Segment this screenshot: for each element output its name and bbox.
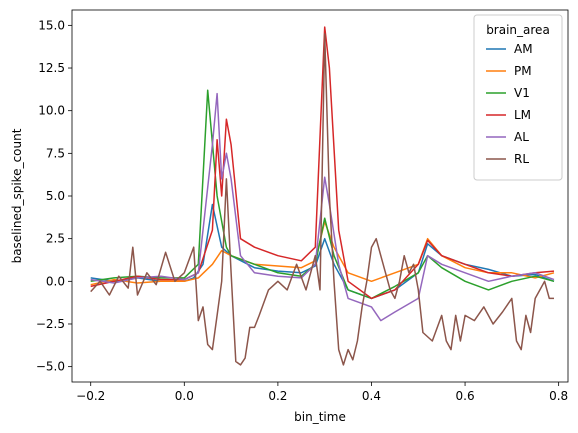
y-tick-label: 2.5 xyxy=(46,232,65,246)
legend-items: AM PM V1 LM AL RL xyxy=(486,42,533,166)
series-line-al xyxy=(90,92,555,322)
x-tick-label: 0.0 xyxy=(175,389,194,403)
x-tick-label: 0.6 xyxy=(456,389,475,403)
y-tick-label: 12.5 xyxy=(38,61,65,75)
legend-box xyxy=(473,14,563,181)
x-tick-label: 0.4 xyxy=(362,389,381,403)
y-tick-label: 10.0 xyxy=(38,104,65,118)
legend-label-am: AM xyxy=(514,42,533,56)
x-tick-label: 0.2 xyxy=(268,389,287,403)
y-tick-label: −5.0 xyxy=(36,360,65,374)
x-axis-label: bin_time xyxy=(294,410,346,424)
y-tick-label: 15.0 xyxy=(38,18,65,32)
legend-label-al: AL xyxy=(514,130,529,144)
series-line-rl xyxy=(90,33,554,366)
y-tick-label: −2.5 xyxy=(36,317,65,331)
x-axis: −0.2 0.0 0.2 0.4 0.6 0.8 xyxy=(76,382,568,403)
y-axis: −5.0 −2.5 0.0 2.5 5.0 7.5 10.0 12.5 15.0 xyxy=(36,18,72,374)
series-layer xyxy=(90,26,555,366)
legend-label-v1: V1 xyxy=(514,86,530,100)
x-tick-label: 0.8 xyxy=(549,389,568,403)
x-tick-label: −0.2 xyxy=(76,389,105,403)
legend-title: brain_area xyxy=(486,23,550,37)
legend-label-pm: PM xyxy=(514,64,532,78)
legend-label-rl: RL xyxy=(514,152,529,166)
legend: brain_area AM PM V1 LM AL RL xyxy=(473,14,563,181)
y-axis-label: baselined_spike_count xyxy=(10,128,24,263)
y-tick-label: 7.5 xyxy=(46,146,65,160)
y-tick-label: 0.0 xyxy=(46,274,65,288)
y-tick-label: 5.0 xyxy=(46,189,65,203)
legend-label-lm: LM xyxy=(514,108,531,122)
